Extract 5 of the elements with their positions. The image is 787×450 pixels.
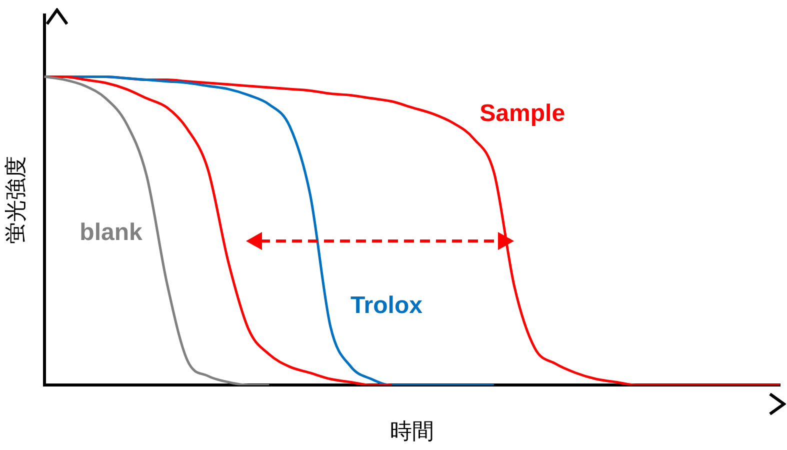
series-label: Trolox [350,292,424,320]
y-axis-title: 蛍光強度 [4,156,29,244]
series-label: blank [80,219,143,246]
series-label: Sample [480,100,566,128]
x-axis-title: 時間 [390,420,434,445]
